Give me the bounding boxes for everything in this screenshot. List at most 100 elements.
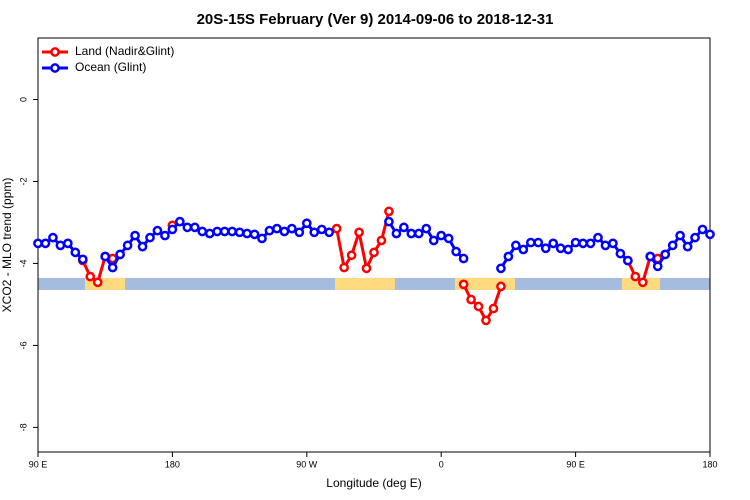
series-point: [301, 218, 312, 229]
series-point: [458, 253, 469, 264]
series-point: [115, 249, 125, 260]
series-point: [660, 249, 671, 260]
series-point: [189, 222, 200, 233]
legend-label: Land (Nadir&Glint): [75, 44, 174, 58]
series-point: [466, 294, 476, 305]
x-tick-label: 180: [165, 459, 180, 469]
series-point: [376, 235, 387, 246]
series-point: [593, 232, 603, 243]
series-point: [294, 227, 305, 238]
series-point: [92, 277, 103, 288]
series-point: [578, 238, 588, 249]
chart-title: 20S-15S February (Ver 9) 2014-09-06 to 2…: [197, 11, 554, 28]
series-point: [175, 216, 185, 227]
series-point: [287, 223, 297, 234]
series-point: [227, 226, 237, 237]
series-point: [585, 238, 596, 249]
series-point: [63, 238, 73, 249]
series-point: [525, 237, 536, 248]
series-point: [399, 222, 409, 233]
series-point: [257, 233, 267, 244]
series-point: [70, 247, 81, 258]
series-point: [167, 224, 178, 235]
legend-marker: [50, 63, 60, 73]
series-point: [145, 232, 155, 243]
series-point: [242, 228, 252, 239]
x-tick-label: 180: [702, 459, 717, 469]
series-point: [675, 230, 685, 241]
series-point: [697, 224, 708, 235]
series-point: [630, 271, 641, 282]
y-tick-label: -4: [18, 259, 28, 267]
series-point: [122, 240, 133, 251]
series-point: [384, 206, 394, 217]
series-point: [197, 226, 208, 237]
series-point: [496, 263, 506, 274]
series-point: [249, 229, 260, 240]
series-point: [496, 281, 506, 292]
series-point: [503, 251, 514, 262]
series-point: [533, 237, 544, 248]
series-point: [428, 235, 439, 246]
series-point: [40, 238, 51, 249]
series-point: [130, 230, 140, 241]
series-point: [212, 226, 223, 237]
series-point: [473, 301, 484, 312]
series-point: [272, 223, 282, 234]
series-point: [55, 240, 66, 251]
series-point: [137, 241, 148, 252]
series-point: [234, 227, 245, 238]
series-point: [436, 230, 447, 241]
x-axis-label: Longitude (deg E): [326, 476, 421, 490]
series-point: [77, 254, 88, 265]
series-point: [548, 238, 559, 249]
series-point: [48, 232, 58, 243]
x-tick-label: 90 W: [296, 459, 318, 469]
series-point: [331, 223, 342, 234]
series-point: [623, 255, 633, 266]
series-point: [443, 233, 454, 244]
y-tick-label: -6: [18, 341, 28, 349]
series-point: [204, 228, 215, 239]
x-tick-label: 90 E: [566, 459, 585, 469]
series-point: [652, 261, 663, 272]
y-tick-label: -8: [18, 423, 28, 431]
series-point: [458, 279, 469, 290]
series-point: [511, 240, 521, 251]
series-point: [391, 228, 402, 239]
y-tick-label: -2: [18, 177, 28, 185]
x-tick-label: 0: [439, 459, 444, 469]
series-point: [563, 244, 573, 255]
series-point: [481, 315, 491, 326]
land-band: [335, 277, 395, 290]
series-point: [316, 224, 327, 235]
series-point: [100, 251, 111, 262]
series-point: [361, 263, 372, 274]
series-point: [406, 228, 417, 239]
series-point: [682, 241, 693, 252]
series-point: [264, 225, 275, 236]
series-point: [615, 248, 626, 259]
series-point: [33, 238, 43, 249]
series-point: [219, 226, 230, 237]
series-point: [182, 222, 193, 233]
series-point: [608, 238, 618, 249]
series-point: [690, 232, 700, 243]
y-axis-label: XCO2 - MLO trend (ppm): [0, 178, 14, 313]
series-point: [309, 227, 320, 238]
series-point: [339, 262, 349, 273]
series-point: [421, 223, 432, 234]
series-point: [107, 262, 118, 273]
series-point: [555, 243, 566, 254]
series-point: [279, 226, 290, 237]
series-point: [570, 237, 581, 248]
series-point: [354, 227, 364, 238]
series-point: [645, 251, 656, 262]
series-point: [160, 230, 170, 241]
series-point: [705, 229, 715, 240]
legend-label: Ocean (Glint): [75, 60, 146, 74]
series-point: [637, 277, 648, 288]
series-point: [413, 228, 424, 239]
series-point: [518, 244, 529, 255]
